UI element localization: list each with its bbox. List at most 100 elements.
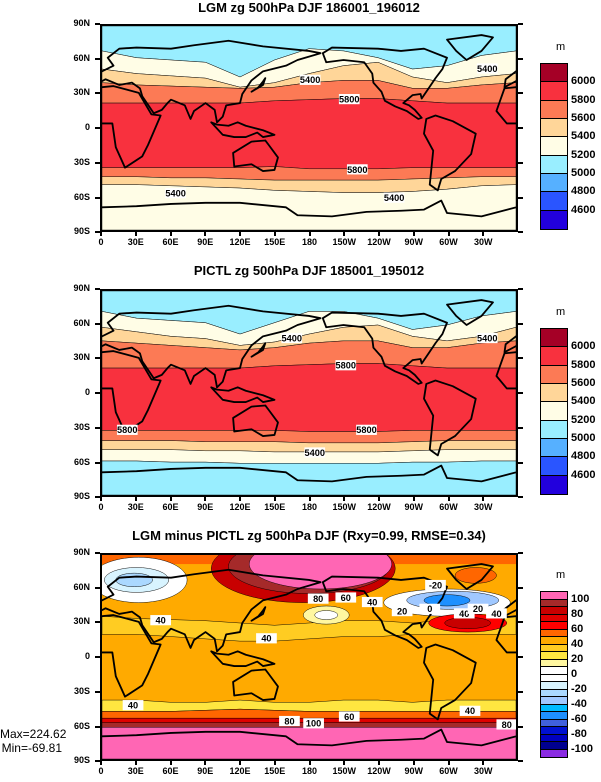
coastline-australia (232, 404, 279, 437)
x-tick (343, 232, 346, 236)
coastline-antarctica (102, 464, 516, 483)
contour-label: 5400 (165, 188, 186, 199)
colorbar-box (541, 689, 567, 697)
contour-label: 5400 (281, 332, 303, 343)
y-tick (518, 57, 523, 60)
coastline-africa (102, 85, 162, 169)
contour-map: 5400 5800 5400 5800 5800 5400 (102, 291, 516, 495)
contour-label-bg (459, 705, 481, 716)
x-tick-label: 180 (301, 237, 318, 247)
contour-label: 5400 (383, 192, 405, 203)
x-tick-label: 90E (197, 237, 214, 247)
contour-label: 40 (150, 615, 171, 626)
x-tick (273, 497, 276, 501)
contour-band (102, 98, 516, 170)
y-tick (95, 322, 100, 325)
y-tick (95, 725, 100, 728)
contour-label-text: 60 (341, 593, 351, 603)
y-tick-label: 0 (84, 122, 90, 133)
x-tick-label: 60W (439, 766, 458, 776)
colorbar-box (541, 155, 567, 174)
y-tick (518, 760, 523, 763)
y-tick (518, 92, 523, 95)
colorbar-box (541, 475, 567, 494)
x-tick (447, 761, 450, 765)
y-tick-label: 90N (73, 547, 90, 557)
coastline-namerica (321, 46, 448, 120)
contour-label-text: 5800 (356, 425, 376, 435)
colorbar-label: 40 (571, 637, 584, 650)
y-tick (518, 552, 523, 554)
contour-label: 20 (391, 606, 413, 617)
contour-label-bg (150, 615, 171, 626)
colorbar-label: 5200 (571, 148, 596, 161)
colorbar-label: 5800 (571, 93, 596, 106)
contour-label-bg (299, 74, 321, 85)
colorbar-box (541, 659, 567, 667)
contour-label-text: 80 (313, 594, 323, 604)
colorbar-label: 6000 (571, 75, 596, 88)
colorbar-box (541, 347, 567, 366)
contour-blob (444, 617, 491, 629)
colorbar-label: 80 (571, 607, 584, 620)
x-tick (378, 761, 380, 765)
contour-blob (115, 572, 153, 587)
contour-label-bg (304, 447, 326, 458)
coastline-japan (250, 77, 267, 93)
colorbar-box (541, 704, 567, 712)
x-tick (134, 497, 137, 501)
x-tick-label: 120W (367, 237, 391, 247)
contour-label-bg (467, 603, 489, 614)
colorbar-box (541, 644, 567, 652)
colorbar-box (541, 82, 567, 101)
y-tick-label: 60S (73, 191, 90, 202)
colorbar-box (541, 210, 567, 229)
colorbar-box (541, 365, 567, 384)
x-tick (343, 497, 346, 501)
coastline-namerica (321, 311, 448, 385)
panel-title: LGM minus PICTL zg 500hPa DJF (Rxy=0.99,… (132, 528, 486, 543)
x-tick (134, 761, 137, 765)
contour-label-bg (256, 633, 277, 644)
contour-band (102, 184, 516, 230)
contour-label-bg (346, 164, 368, 175)
colorbar-label: 6000 (571, 340, 596, 353)
y-tick-label: 30N (73, 352, 90, 363)
x-tick (204, 761, 207, 765)
contour-label-bg (338, 711, 360, 722)
x-tick-label: 60E (162, 502, 179, 512)
contour-map: 40 40 40 40 80 60 40 20 0 20 40 80 100 60 40 80 -20 (102, 555, 516, 759)
colorbar-box (541, 697, 567, 705)
colorbar-box (541, 674, 567, 682)
contour-label-bg (307, 593, 329, 604)
contour-label-text: 100 (306, 719, 321, 729)
contour-label-bg (476, 63, 498, 74)
x-tick (134, 232, 137, 236)
colorbar-label: 4600 (571, 203, 596, 216)
contour-label-bg (279, 715, 300, 727)
y-tick-label: 90N (73, 18, 90, 28)
y-tick (95, 461, 100, 464)
y-tick-label: 30N (73, 87, 90, 98)
y-tick (95, 690, 100, 693)
contour-label-bg (391, 606, 413, 617)
contour-label-text: 40 (491, 609, 501, 619)
coastline-antarctica (102, 728, 516, 747)
colorbar-label: -60 (571, 712, 587, 725)
x-tick (204, 497, 207, 501)
contour-label-text: 5400 (305, 448, 325, 458)
coastline-greenland (446, 34, 494, 61)
coastlines (102, 299, 516, 483)
x-tick-label: 60W (439, 502, 458, 512)
colorbar-box (541, 629, 567, 637)
y-tick (518, 231, 523, 234)
y-tick (95, 127, 100, 130)
y-tick-label: 0 (84, 651, 90, 662)
x-tick (273, 232, 276, 236)
contour-label-text: 40 (465, 706, 475, 716)
contour-blob (314, 610, 338, 620)
colorbar-box (541, 192, 567, 211)
y-tick (95, 196, 100, 199)
x-tick-label: 30E (127, 502, 144, 512)
contour-blob (423, 594, 471, 607)
